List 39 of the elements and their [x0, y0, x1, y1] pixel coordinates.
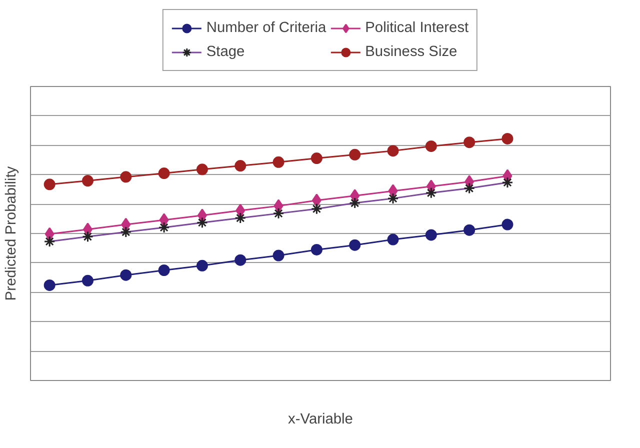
point — [82, 274, 94, 286]
legend-label: Stage — [206, 44, 245, 60]
point — [310, 244, 322, 256]
point — [274, 199, 284, 213]
point — [121, 218, 131, 232]
point — [349, 239, 361, 251]
point — [464, 224, 476, 236]
point — [310, 152, 322, 164]
point — [196, 260, 208, 272]
legend-label: Business Size — [365, 44, 458, 60]
point — [44, 227, 54, 241]
point — [425, 140, 437, 152]
legend-label: Political Interest — [365, 20, 469, 36]
point — [236, 204, 246, 218]
point — [312, 194, 322, 208]
point — [502, 132, 514, 144]
point — [387, 145, 399, 157]
x-axis-title: x-Variable — [288, 412, 353, 428]
point — [349, 148, 361, 160]
point — [159, 213, 169, 227]
point — [388, 184, 398, 198]
point — [234, 160, 246, 172]
point — [502, 218, 514, 230]
point — [158, 264, 170, 276]
point — [44, 280, 56, 291]
legend-label: Number of Criteria — [206, 20, 326, 36]
point — [272, 156, 284, 168]
point — [425, 229, 437, 241]
point — [196, 164, 208, 176]
y-axis-title: Predicted Probability — [4, 166, 20, 301]
point — [120, 269, 132, 281]
point — [82, 175, 94, 187]
point — [158, 168, 170, 180]
point — [272, 250, 284, 262]
point — [120, 171, 132, 183]
point — [234, 254, 246, 266]
point — [464, 136, 476, 148]
point — [387, 234, 399, 246]
point — [44, 178, 56, 190]
